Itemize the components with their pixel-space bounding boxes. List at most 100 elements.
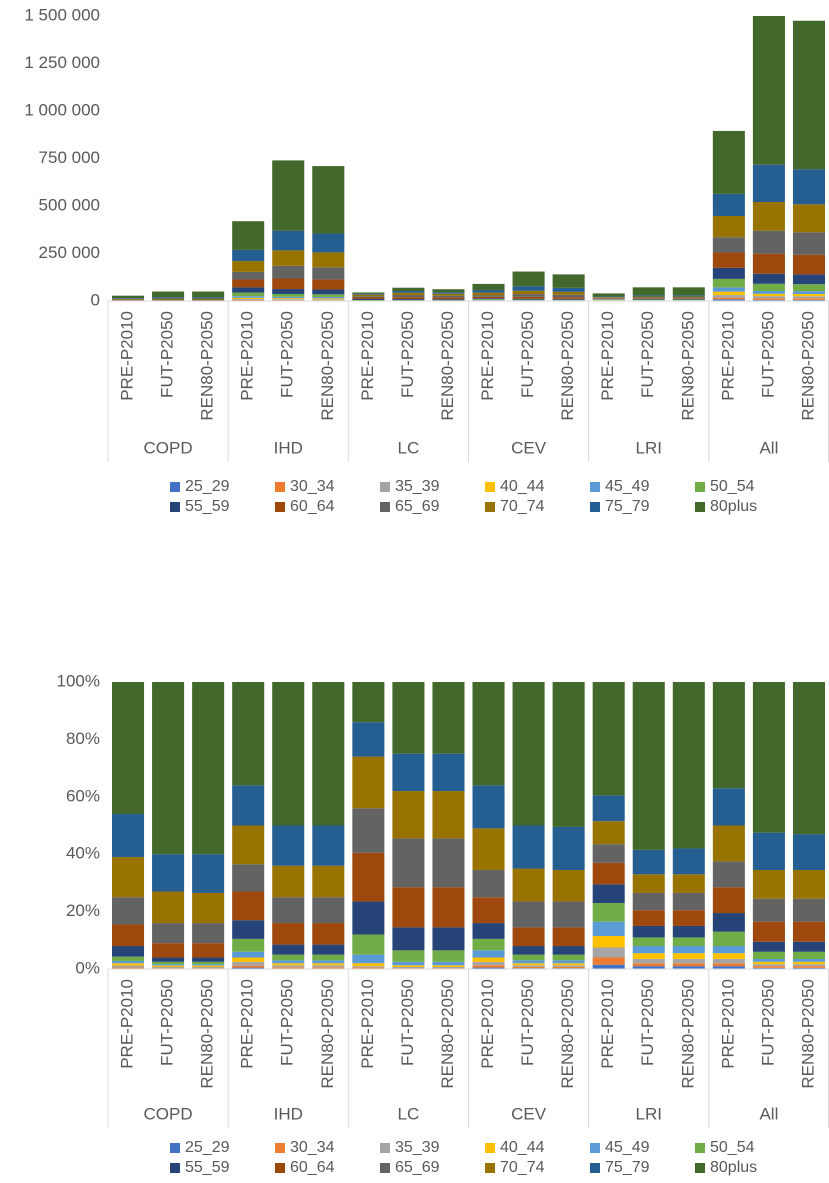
bar-segment — [112, 299, 145, 301]
bar-segment — [552, 291, 585, 295]
legend-label: 45_49 — [605, 1139, 650, 1156]
legend-label: 35_39 — [395, 478, 440, 495]
bar-segment — [272, 897, 305, 924]
bar-segment — [152, 298, 185, 300]
bar-segment — [392, 838, 425, 888]
bar-segment — [552, 274, 585, 288]
legend-label: 30_34 — [290, 1139, 335, 1156]
bar-segment — [552, 682, 585, 827]
bar-segment — [472, 961, 505, 966]
bar-segment — [152, 891, 185, 924]
bar-segment — [312, 963, 345, 966]
bar-segment — [672, 848, 705, 875]
bar-segment — [112, 857, 145, 898]
bar-segment — [312, 300, 345, 301]
bar-segment — [792, 293, 825, 297]
bar-segment — [112, 298, 145, 299]
bar-segment — [192, 291, 225, 298]
y-tick-label: 40% — [66, 844, 100, 863]
bar-segment — [472, 785, 505, 829]
bar-segment — [752, 941, 785, 952]
bar-segment — [712, 297, 745, 300]
bar-segment — [712, 946, 745, 954]
bar-segment — [712, 931, 745, 947]
legend-swatch — [170, 482, 180, 492]
x-tick-label: PRE-P2010 — [118, 311, 137, 401]
bar-segment — [432, 965, 465, 967]
bar-segment — [472, 923, 505, 939]
legend-swatch — [380, 482, 390, 492]
bar-segment — [312, 299, 345, 301]
bar-segment — [472, 298, 505, 300]
bar-segment — [312, 967, 345, 969]
group-label: IHD — [274, 438, 303, 457]
legend-swatch — [695, 1163, 705, 1173]
bar-segment — [632, 910, 665, 926]
bar-segment — [552, 960, 585, 964]
bar-segment — [512, 290, 545, 295]
legend-label: 55_59 — [185, 1159, 230, 1176]
bar-segment — [312, 965, 345, 968]
bar-segment — [552, 287, 585, 292]
bar-segment — [752, 921, 785, 942]
legend-label: 30_34 — [290, 478, 335, 495]
bar-segment — [152, 968, 185, 969]
bar-segment — [232, 891, 265, 921]
bar-segment — [272, 299, 305, 301]
bar-segment — [392, 291, 425, 293]
bar-segment — [472, 967, 505, 969]
bar-segment — [552, 299, 585, 301]
bar-segment — [232, 938, 265, 952]
bar-segment — [792, 967, 825, 969]
group-label: LC — [398, 438, 420, 457]
bar-segment — [232, 296, 265, 298]
bar-segment — [312, 289, 345, 295]
bar-segment — [552, 298, 585, 300]
x-tick-label: REN80-P2050 — [798, 979, 817, 1089]
bar-segment — [232, 965, 265, 968]
bar-segment — [392, 965, 425, 967]
legend-swatch — [485, 502, 495, 512]
bar-segment — [232, 297, 265, 300]
bar-segment — [752, 299, 785, 301]
bar-segment — [632, 287, 665, 296]
y-tick-label: 500 000 — [39, 195, 100, 214]
group-label: IHD — [274, 1104, 303, 1123]
bar-segment — [592, 964, 625, 969]
legend-label: 70_74 — [500, 1159, 545, 1176]
bar-segment — [392, 961, 425, 966]
bar-segment — [592, 957, 625, 965]
x-tick-label: REN80-P2050 — [558, 979, 577, 1089]
bar-segment — [352, 682, 385, 723]
bar-segment — [272, 825, 305, 866]
bar-segment — [152, 923, 185, 944]
bar-segment — [432, 950, 465, 962]
bar-segment — [592, 947, 625, 958]
bar-segment — [792, 898, 825, 922]
bar-segment — [232, 825, 265, 865]
legend-label: 75_79 — [605, 498, 650, 515]
group-label: All — [759, 1104, 778, 1123]
bar-segment — [432, 791, 465, 839]
x-tick-label: REN80-P2050 — [198, 311, 217, 421]
legend-swatch — [275, 482, 285, 492]
bar-segment — [272, 265, 305, 279]
bar-segment — [112, 946, 145, 957]
bar-segment — [232, 300, 265, 301]
bar-segment — [752, 164, 785, 203]
bar-segment — [152, 964, 185, 966]
bar-segment — [432, 295, 465, 298]
bar-segment — [232, 682, 265, 786]
bar-segment — [672, 937, 705, 947]
legend-swatch — [380, 502, 390, 512]
bar-segment — [432, 961, 465, 966]
x-tick-label: REN80-P2050 — [438, 311, 457, 421]
bar-segment — [632, 953, 665, 959]
bar-segment — [112, 897, 145, 925]
bar-segment — [792, 958, 825, 962]
x-tick-label: FUT-P2050 — [638, 979, 657, 1066]
bar-segment — [352, 293, 385, 295]
bar-segment — [512, 825, 545, 869]
bar-segment — [352, 808, 385, 853]
